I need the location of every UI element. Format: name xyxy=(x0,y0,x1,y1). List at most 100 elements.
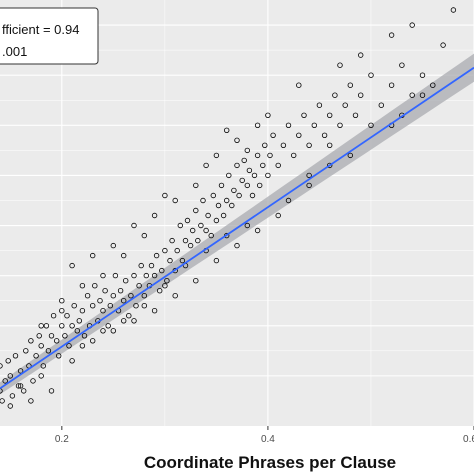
data-point xyxy=(296,132,302,138)
data-point xyxy=(251,172,258,179)
data-point xyxy=(430,82,436,88)
data-point xyxy=(131,318,137,324)
data-point xyxy=(254,227,261,234)
data-point xyxy=(419,92,426,98)
data-point xyxy=(388,82,395,88)
data-point xyxy=(260,162,266,169)
legend-p-value-text: .001 xyxy=(2,44,27,59)
data-point xyxy=(79,308,86,314)
data-point xyxy=(184,217,191,224)
data-point xyxy=(399,62,405,68)
data-point xyxy=(172,197,178,204)
legend-box: fficient = 0.94 .001 xyxy=(0,7,99,65)
data-point xyxy=(182,237,189,244)
data-point xyxy=(136,283,142,289)
data-point xyxy=(306,182,312,189)
data-point xyxy=(218,182,225,189)
x-axis-ticks: 0.2 0.4 0.6 xyxy=(55,426,474,445)
data-point xyxy=(110,293,116,299)
data-point xyxy=(45,348,52,354)
data-point xyxy=(84,293,91,299)
data-point xyxy=(419,72,426,78)
data-point xyxy=(79,283,86,289)
data-point xyxy=(100,328,106,334)
data-point xyxy=(122,278,129,284)
data-point xyxy=(332,92,338,98)
data-point xyxy=(62,333,68,339)
data-point xyxy=(179,257,186,264)
data-point xyxy=(151,272,158,279)
data-point xyxy=(244,182,250,189)
data-point xyxy=(378,102,384,108)
data-point xyxy=(169,237,175,244)
data-point xyxy=(110,242,116,249)
data-point xyxy=(352,112,359,118)
data-point xyxy=(368,122,374,128)
data-point xyxy=(112,272,119,279)
data-point xyxy=(162,283,168,289)
data-point xyxy=(220,212,227,219)
data-point xyxy=(306,172,312,179)
data-point xyxy=(226,172,232,179)
data-point xyxy=(291,152,297,159)
data-point xyxy=(59,308,65,314)
x-tick-label: 0.6 xyxy=(463,434,474,445)
data-point xyxy=(234,162,240,169)
data-point xyxy=(213,217,220,224)
data-point xyxy=(187,242,194,249)
data-point xyxy=(450,7,457,13)
data-point xyxy=(107,303,113,309)
data-point xyxy=(148,262,155,269)
data-point xyxy=(5,358,11,364)
data-point xyxy=(195,237,201,244)
data-point xyxy=(81,333,88,339)
data-point xyxy=(0,363,3,369)
data-point xyxy=(79,343,86,349)
data-point xyxy=(48,388,55,394)
data-point xyxy=(100,272,106,279)
data-point xyxy=(203,227,209,234)
data-point xyxy=(440,42,446,48)
data-point xyxy=(265,172,271,179)
data-point xyxy=(342,102,348,108)
data-point xyxy=(33,353,39,359)
data-point xyxy=(120,252,127,259)
data-point xyxy=(141,293,147,299)
data-point xyxy=(306,142,312,148)
data-point xyxy=(285,122,292,128)
data-point xyxy=(2,378,8,384)
data-point xyxy=(120,318,127,324)
data-point xyxy=(223,197,230,204)
data-point xyxy=(9,393,16,399)
data-point xyxy=(0,398,5,404)
data-point xyxy=(254,122,261,128)
data-point xyxy=(69,262,75,269)
data-point xyxy=(167,257,173,264)
data-point xyxy=(189,227,196,234)
data-point xyxy=(327,142,333,148)
data-point xyxy=(177,222,183,229)
data-point xyxy=(92,283,98,289)
data-point xyxy=(388,32,395,38)
data-point xyxy=(311,122,317,128)
data-point xyxy=(213,257,220,264)
data-point xyxy=(40,363,46,369)
data-point xyxy=(301,112,307,118)
data-point xyxy=(71,303,77,309)
data-point xyxy=(74,328,80,334)
data-point xyxy=(205,212,211,219)
data-point xyxy=(236,192,242,199)
data-point xyxy=(223,127,230,133)
data-point xyxy=(89,338,96,344)
data-point xyxy=(30,378,36,384)
data-point xyxy=(246,167,253,174)
data-point xyxy=(151,212,158,219)
data-point xyxy=(151,308,158,314)
data-point xyxy=(59,323,65,329)
data-point xyxy=(133,303,139,309)
data-point xyxy=(17,368,24,374)
data-point xyxy=(164,278,170,284)
data-point xyxy=(153,252,160,259)
data-point xyxy=(368,72,374,78)
x-axis-title: Coordinate Phrases per Clause xyxy=(144,453,396,472)
